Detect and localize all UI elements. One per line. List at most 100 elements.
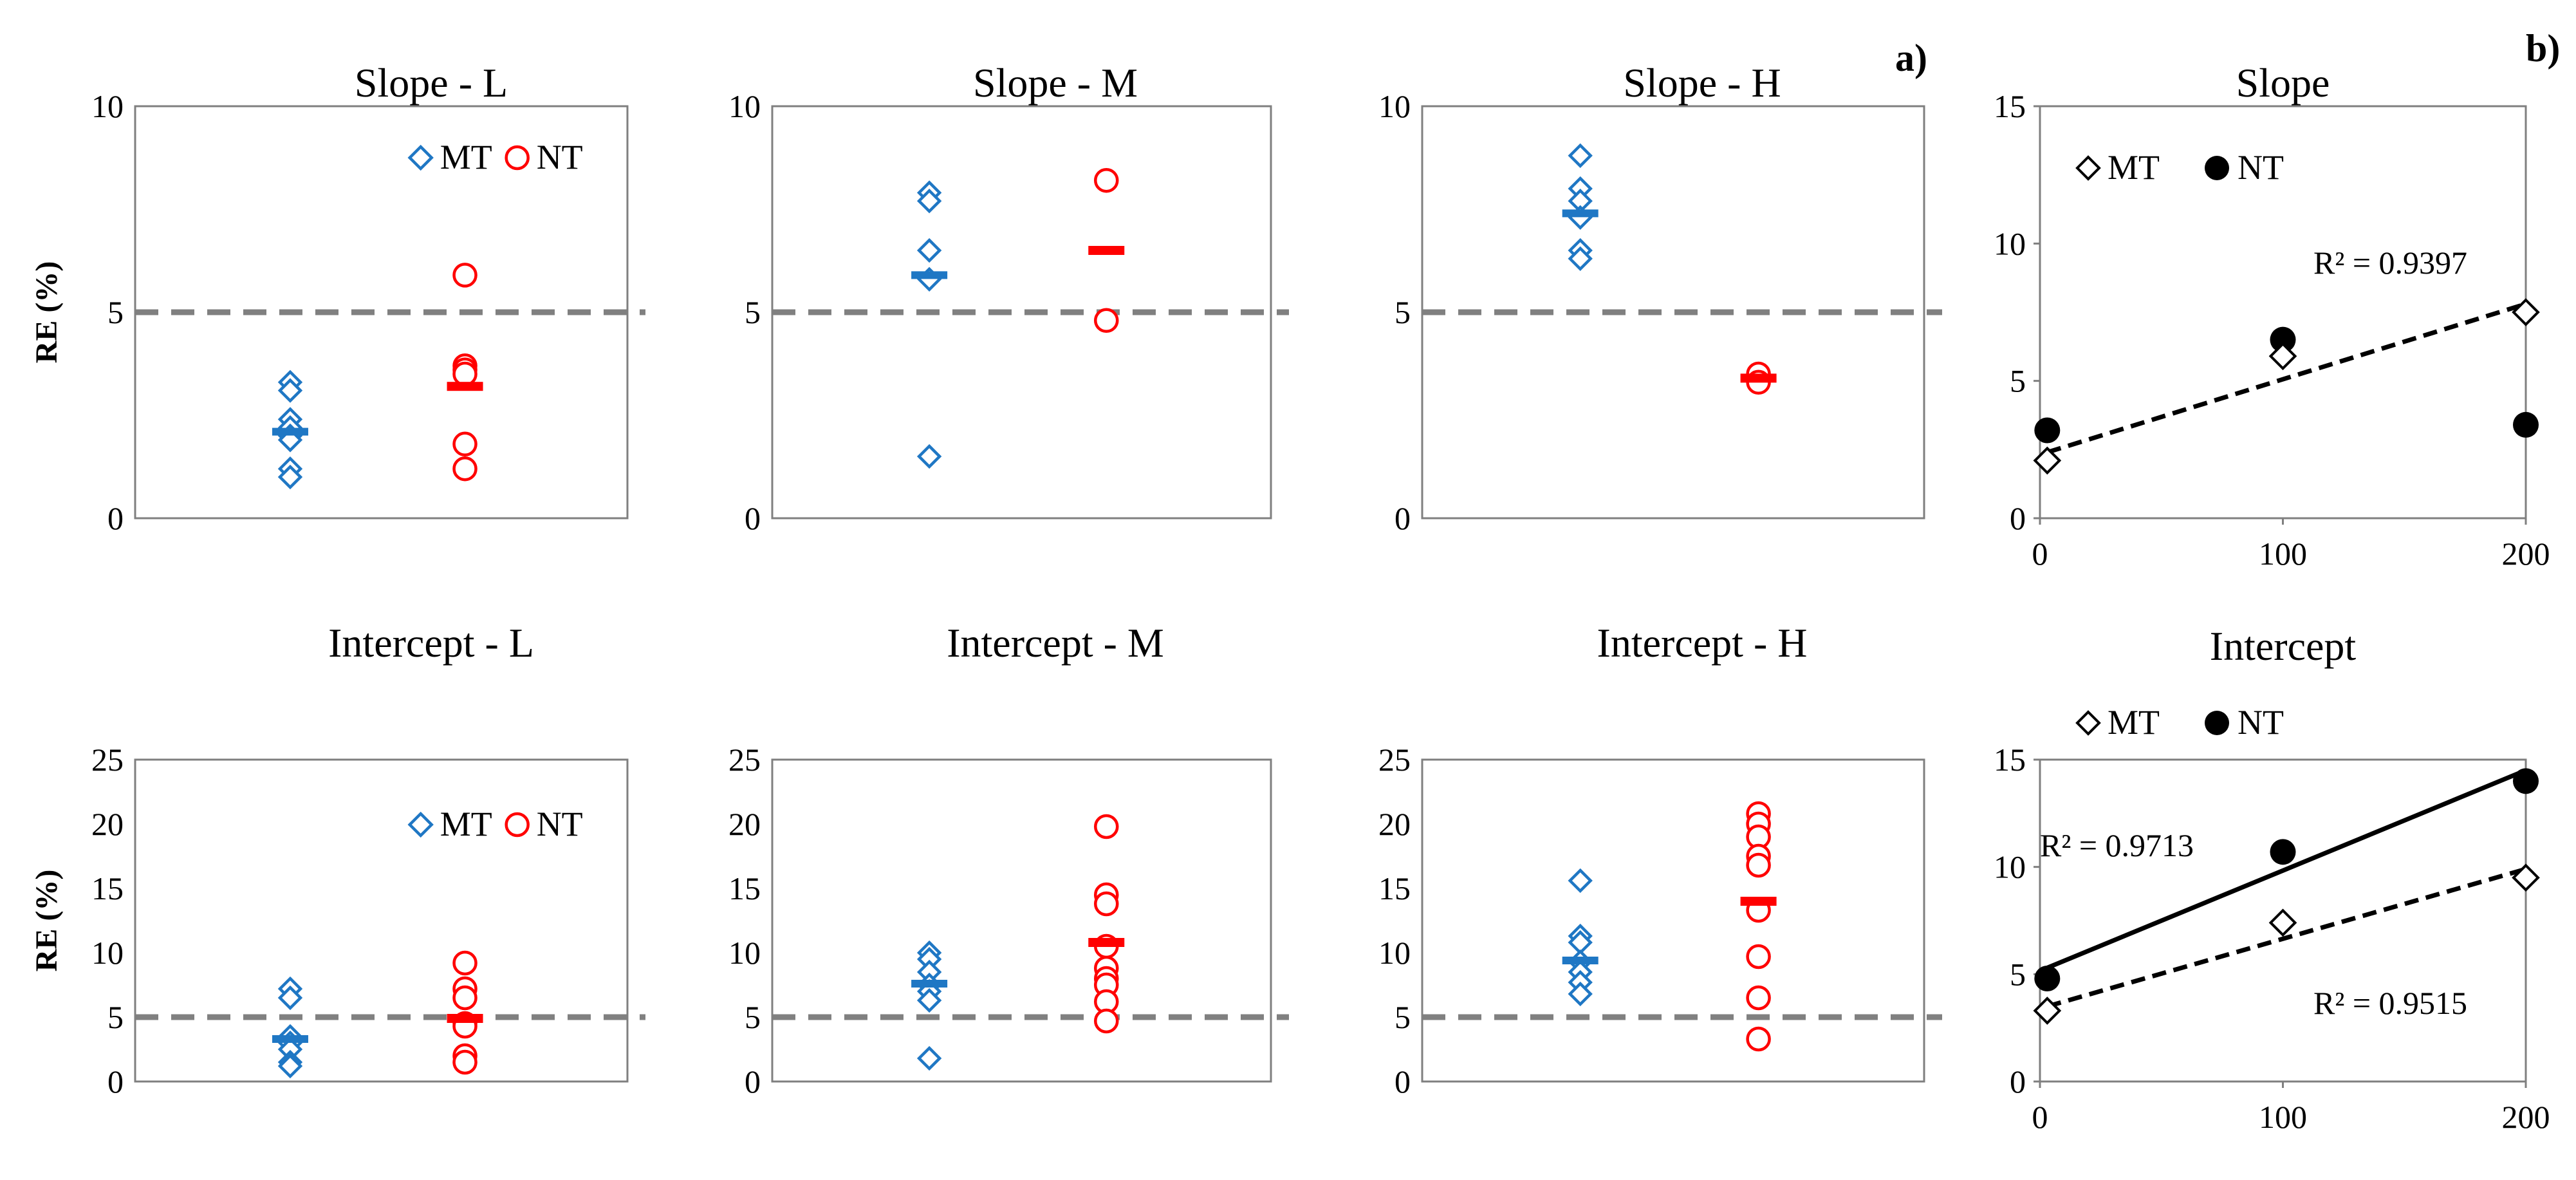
x-tick-label: 200	[2502, 536, 2550, 572]
legend-mt-label: MT	[2108, 148, 2160, 187]
nt-mean-marker	[1740, 897, 1777, 906]
mt-point	[916, 189, 942, 214]
mt-point	[2268, 342, 2297, 371]
y-tick-label: 10	[728, 88, 761, 124]
y-tick-label: 0	[107, 1063, 124, 1100]
legend-mt-marker	[2075, 710, 2101, 736]
x-tick-label: 100	[2259, 536, 2307, 572]
nt-mean-marker	[1740, 373, 1777, 383]
y-tick-label: 15	[91, 870, 124, 906]
plot-frame	[1421, 758, 1925, 1083]
panel-label-a: a)	[1895, 37, 1927, 79]
chart-title: Intercept - H	[1597, 620, 1808, 666]
chart-slope-h: Slope - H 0 5 10	[1378, 60, 1942, 536]
y-tick-label: 10	[91, 88, 124, 124]
nt-point	[1746, 852, 1771, 878]
y-tick-label: 25	[728, 742, 761, 778]
mt-point	[916, 444, 942, 469]
y-tick-label: 5	[745, 999, 761, 1035]
y-axis-label: RE (%)	[30, 870, 64, 972]
r2-label-mt: R² = 0.9515	[2313, 985, 2467, 1021]
mt-mean-marker	[1562, 209, 1598, 218]
y-tick-label: 5	[107, 999, 124, 1035]
nt-point	[1094, 1008, 1119, 1034]
y-tick-label: 15	[1378, 870, 1411, 906]
y-tick-label: 25	[91, 742, 124, 778]
y-tick-label: 0	[1395, 500, 1411, 536]
y-tick-label: 0	[2010, 500, 2026, 536]
chart-title: Intercept - L	[328, 620, 534, 666]
legend-mt-marker	[407, 144, 434, 171]
mt-point	[2512, 863, 2540, 892]
legend-nt-label: NT	[2238, 148, 2284, 187]
mt-mean-marker	[911, 271, 948, 279]
r2-label-mt: R² = 0.9397	[2313, 245, 2467, 281]
mt-point	[2033, 997, 2062, 1025]
y-tick-label: 5	[1395, 294, 1411, 330]
y-tick-label: 5	[107, 294, 124, 330]
mt-point	[1568, 868, 1593, 894]
nt-point	[452, 456, 477, 482]
y-tick-label: 0	[1395, 1063, 1411, 1100]
y-tick-label: 10	[1994, 849, 2026, 885]
y-tick-label: 0	[2010, 1063, 2026, 1100]
mt-point	[277, 378, 303, 403]
mt-point	[1568, 981, 1593, 1007]
mt-point	[2033, 446, 2062, 475]
chart-intercept-m: Intercept - M 0 5 10 15 20 25	[728, 620, 1289, 1100]
nt-point	[452, 263, 477, 288]
legend-nt-marker	[2205, 156, 2229, 180]
legend-nt-label: NT	[537, 138, 583, 176]
trendline-nt	[2046, 768, 2527, 970]
legend-mt-marker	[2075, 155, 2101, 181]
nt-point	[1094, 891, 1119, 917]
nt-mean-marker	[447, 1014, 483, 1023]
plot-frame	[771, 758, 1272, 1083]
legend-mt-label: MT	[440, 805, 492, 843]
nt-point	[452, 1049, 477, 1075]
y-tick-label: 5	[2010, 363, 2026, 399]
nt-point	[2270, 839, 2296, 865]
mt-point	[277, 464, 303, 490]
y-tick-label: 5	[2010, 956, 2026, 992]
nt-point	[1746, 1026, 1771, 1052]
y-tick-label: 15	[728, 870, 761, 906]
mt-point	[277, 1053, 303, 1079]
chart-title: Intercept - M	[947, 620, 1164, 666]
y-tick-label: 15	[1994, 88, 2026, 124]
chart-title: Intercept	[2210, 623, 2357, 669]
r2-label-nt: R² = 0.9713	[2040, 827, 2194, 863]
x-tick-label: 100	[2259, 1099, 2307, 1135]
mt-point	[1568, 143, 1593, 168]
mt-mean-marker	[1562, 957, 1598, 964]
y-tick-label: 5	[745, 294, 761, 330]
chart-title: Slope - L	[355, 60, 508, 106]
legend-nt-marker	[505, 812, 530, 838]
chart-title: Slope - H	[1623, 60, 1781, 106]
chart-intercept-h: Intercept - H 0 5 10 15 20 25	[1378, 620, 1942, 1100]
chart-intercept-l: Intercept - L 0 5 10 15 20 25 RE (%) MT NT	[30, 620, 645, 1100]
y-axis-label: RE (%)	[30, 261, 64, 364]
x-tick-label: 0	[2032, 536, 2048, 572]
mt-point	[277, 985, 303, 1011]
y-tick-label: 10	[91, 935, 124, 971]
nt-mean-marker	[1088, 246, 1125, 255]
y-tick-label: 10	[1378, 935, 1411, 971]
y-tick-label: 5	[1395, 999, 1411, 1035]
mt-mean-marker	[272, 427, 308, 436]
chart-intercept-b: Intercept 0 5 10 15 0 100 200 R² = 0.9713 R² = 0.…	[1994, 623, 2550, 1135]
nt-point	[452, 985, 477, 1011]
nt-point	[452, 361, 477, 387]
legend-mt-marker	[407, 811, 434, 838]
nt-point	[2034, 417, 2061, 444]
nt-point	[2270, 326, 2296, 353]
y-tick-label: 0	[745, 1063, 761, 1100]
trendline-mt	[2046, 866, 2526, 1009]
chart-slope-m: Slope - M 0 5 10	[728, 60, 1289, 536]
mt-point	[916, 238, 942, 263]
chart-slope-b: Slope 0 5 10 15 0 100 200 R² = 0.9397 MT NT	[1994, 60, 2550, 572]
y-tick-label: 15	[1994, 742, 2026, 778]
chart-slope-l: Slope - L 0 5 10 RE (%) MT NT	[30, 60, 645, 536]
x-tick-label: 200	[2502, 1099, 2550, 1135]
trendline-mt	[2046, 301, 2527, 454]
